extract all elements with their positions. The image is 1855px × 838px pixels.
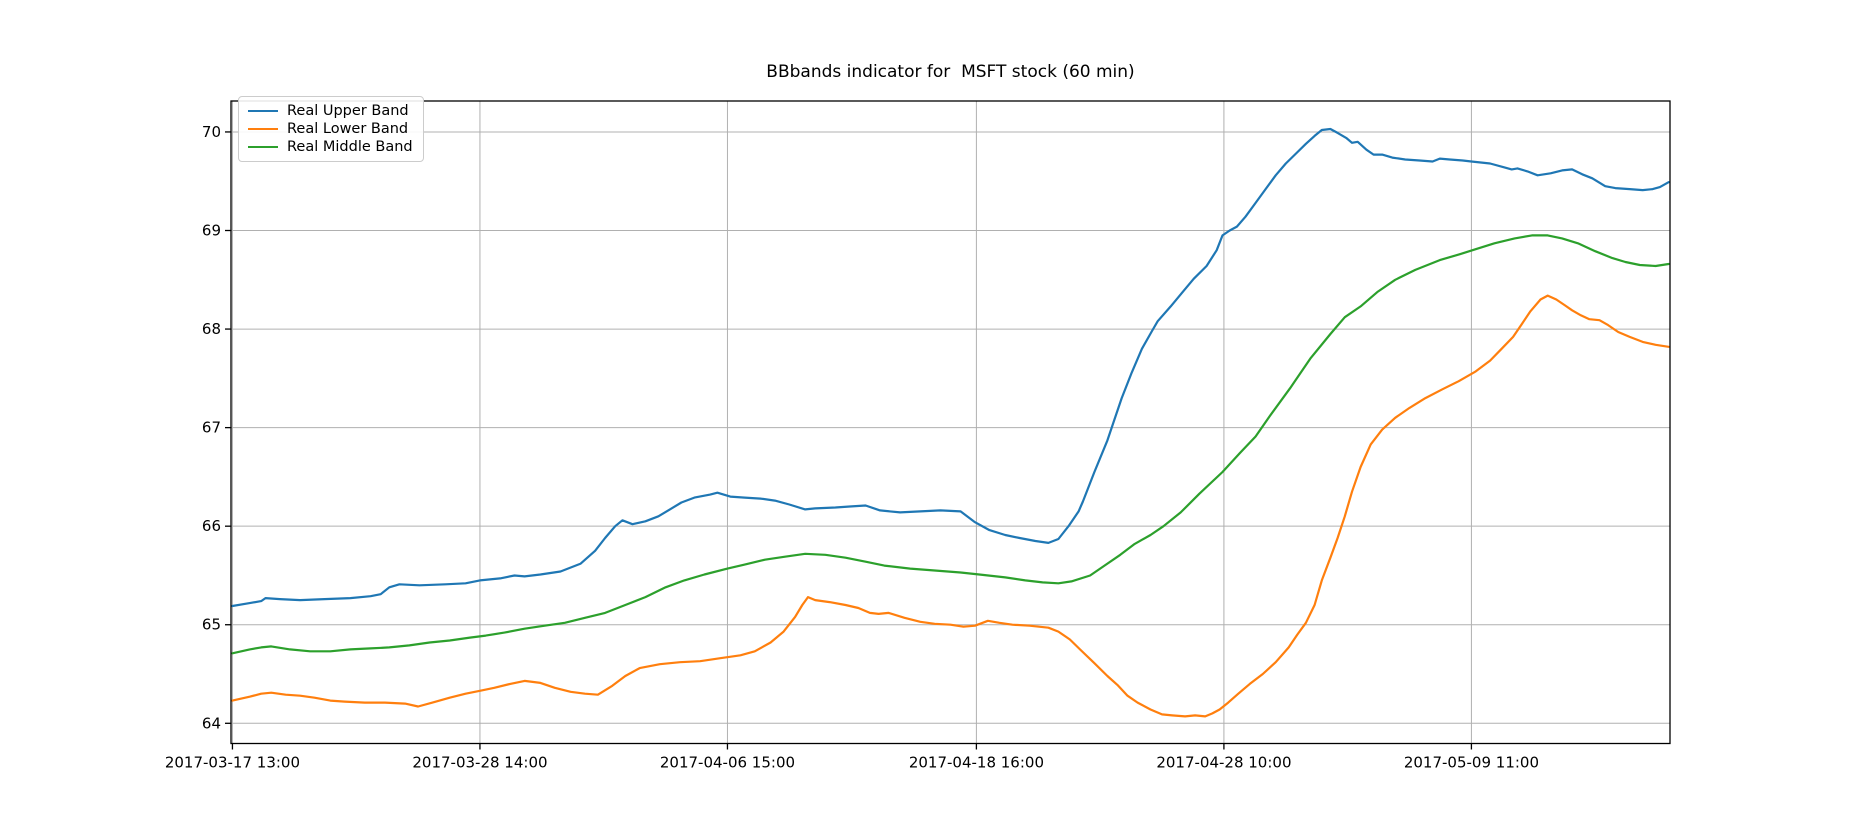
plot-border: [230, 100, 1671, 745]
legend-item: Real Middle Band: [248, 138, 413, 156]
series-real-upper-band: [231, 127, 1670, 608]
y-tick-label: 69: [202, 222, 221, 240]
chart-title: BBbands indicator for MSFT stock (60 min…: [766, 62, 1135, 82]
legend-label: Real Lower Band: [287, 121, 409, 137]
legend-item: Real Lower Band: [248, 120, 413, 138]
legend-line-swatch: [248, 146, 278, 148]
legend-line-swatch: [248, 110, 278, 112]
x-tick-label: 2017-04-18 16:00: [909, 754, 1044, 772]
x-tick-label: 2017-03-17 13:00: [165, 754, 300, 772]
x-tick-label: 2017-03-28 14:00: [412, 754, 547, 772]
legend: Real Upper Band Real Lower Band Real Middl…: [238, 96, 424, 162]
x-tick-label: 2017-04-28 10:00: [1156, 754, 1291, 772]
x-tick-label: 2017-05-09 11:00: [1404, 754, 1539, 772]
y-tick-label: 65: [202, 616, 221, 634]
y-tick-label: 64: [202, 714, 221, 732]
y-tick-label: 68: [202, 320, 221, 338]
y-tick-label: 66: [202, 517, 221, 535]
legend-item: Real Upper Band: [248, 102, 413, 120]
legend-line-swatch: [248, 128, 278, 130]
legend-label: Real Middle Band: [287, 139, 413, 155]
y-tick-label: 67: [202, 419, 221, 437]
y-tick-label: 70: [202, 123, 221, 141]
series-real-lower-band: [231, 294, 1670, 718]
legend-label: Real Upper Band: [287, 103, 409, 119]
x-tick-label: 2017-04-06 15:00: [660, 754, 795, 772]
series-real-middle-band: [231, 234, 1670, 655]
